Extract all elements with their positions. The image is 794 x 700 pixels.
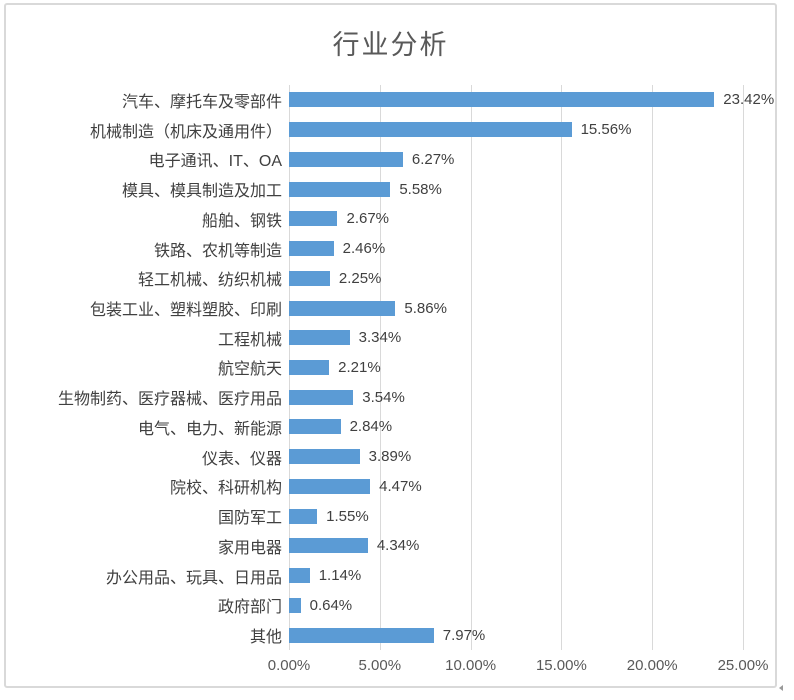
category-label: 电子通讯、IT、OA <box>148 153 282 171</box>
bar-row: 5.86% <box>289 293 743 323</box>
value-label: 5.58% <box>399 180 442 198</box>
bar-row: 2.84% <box>289 412 743 442</box>
x-axis: 0.00% 5.00% 10.00% 15.00% 20.00% 25.00% <box>268 657 769 679</box>
bar-row: 2.67% <box>289 204 743 234</box>
value-label: 2.67% <box>346 210 390 228</box>
value-label: 2.21% <box>338 358 381 376</box>
value-label: 1.55% <box>326 507 369 525</box>
value-label: 2.46% <box>342 240 386 258</box>
value-label: 23.42% <box>723 91 775 109</box>
bar-row: 2.21% <box>289 353 743 383</box>
bar-row: 2.25% <box>289 263 743 293</box>
bar <box>289 478 371 494</box>
x-tick-label: 25.00% <box>717 657 769 674</box>
chart-frame: 行业分析 汽车、摩托车及零部件机械制造（机床及通用件） 电子通讯、IT、OA 模具、… <box>4 3 777 688</box>
gridline <box>561 85 563 650</box>
gridline <box>379 85 381 650</box>
category-label: 工程机械 <box>217 331 282 349</box>
bar-row: 15.56% <box>289 115 743 145</box>
chart-title: 行业分析 <box>332 30 449 60</box>
bar-row: 3.54% <box>289 382 743 412</box>
value-label: 15.56% <box>580 121 632 139</box>
x-tick-label: 20.00% <box>626 657 678 674</box>
category-label: 国防军工 <box>217 510 282 528</box>
value-label: 3.54% <box>362 388 405 406</box>
bar-row: 6.27% <box>289 144 743 174</box>
value-label: 3.34% <box>358 329 402 347</box>
category-label: 包装工业、塑料塑胶、印刷 <box>89 302 282 319</box>
x-tick-label: 10.00% <box>445 657 497 674</box>
corner-mark <box>779 685 783 691</box>
value-label: 7.97% <box>442 626 486 644</box>
value-label: 4.34% <box>376 537 420 555</box>
value-label: 1.14% <box>318 567 362 585</box>
bar <box>289 538 368 554</box>
value-label: 2.25% <box>338 269 382 287</box>
gridline <box>470 85 472 650</box>
bar-row: 3.34% <box>289 323 743 353</box>
bar <box>289 300 396 316</box>
bar <box>289 359 330 375</box>
bar <box>289 597 301 613</box>
bar-row: 23.42% <box>289 85 774 115</box>
category-label: 轻工机械、纺织机械 <box>137 272 282 290</box>
gridline <box>652 85 654 650</box>
bar <box>289 389 354 405</box>
bar <box>289 627 434 643</box>
category-label: 船舶、钢铁 <box>201 212 282 230</box>
category-label: 电气、电力、新能源 <box>137 420 282 438</box>
bar <box>289 241 334 257</box>
category-label: 办公用品、玩具、日用品 <box>105 569 282 587</box>
category-label: 机械制造（机床及通用件） <box>89 123 282 141</box>
category-axis: 汽车、摩托车及零部件机械制造（机床及通用件） 电子通讯、IT、OA 模具、模具制造及… <box>6 85 282 650</box>
value-label: 6.27% <box>411 150 455 168</box>
bar-row: 3.89% <box>289 442 743 472</box>
category-label: 家用电器 <box>217 539 282 557</box>
bar-row: 4.47% <box>289 472 743 502</box>
bar <box>289 419 341 435</box>
value-label: 0.64% <box>309 596 353 614</box>
bar <box>289 92 715 108</box>
x-tick-label: 0.00% <box>267 657 311 674</box>
category-label: 政府部门 <box>217 599 282 617</box>
category-label: 院校、科研机构 <box>169 480 282 498</box>
bar-row: 7.97% <box>289 620 743 650</box>
category-label: 汽车、摩托车及零部件 <box>121 93 282 111</box>
bar <box>289 330 350 346</box>
category-label: 铁路、农机等制造 <box>153 242 282 260</box>
x-tick-label: 15.00% <box>535 657 587 674</box>
value-label: 4.47% <box>379 477 422 495</box>
plot-area: 23.42% 15.56% 6.27% 5.58% 2.67% 2.46% 2.25% 5.8… <box>289 85 774 650</box>
bar-row: 1.14% <box>289 561 743 591</box>
category-label: 模具、模具制造及加工 <box>121 183 282 201</box>
category-label: 生物制药、医疗器械、医疗用品 <box>57 391 282 409</box>
value-label: 5.86% <box>404 299 447 317</box>
bar <box>289 270 330 286</box>
bar <box>289 508 318 524</box>
bar <box>289 449 360 465</box>
category-label: 航空航天 <box>217 361 282 379</box>
bar <box>289 211 338 227</box>
bar-row: 1.55% <box>289 501 743 531</box>
bar <box>289 122 572 138</box>
gridline <box>743 85 744 650</box>
bar <box>289 568 310 584</box>
value-label: 2.84% <box>349 418 393 436</box>
bar <box>289 181 391 197</box>
bar <box>289 151 403 167</box>
category-label: 仪表、仪器 <box>201 450 282 468</box>
bar-row: 4.34% <box>289 531 743 561</box>
bar-row: 2.46% <box>289 234 743 264</box>
bar-row: 5.58% <box>289 174 743 204</box>
x-tick-label: 5.00% <box>358 657 402 674</box>
bar-row: 0.64% <box>289 590 743 620</box>
value-label: 3.89% <box>368 448 412 466</box>
category-label: 其他 <box>249 629 282 647</box>
